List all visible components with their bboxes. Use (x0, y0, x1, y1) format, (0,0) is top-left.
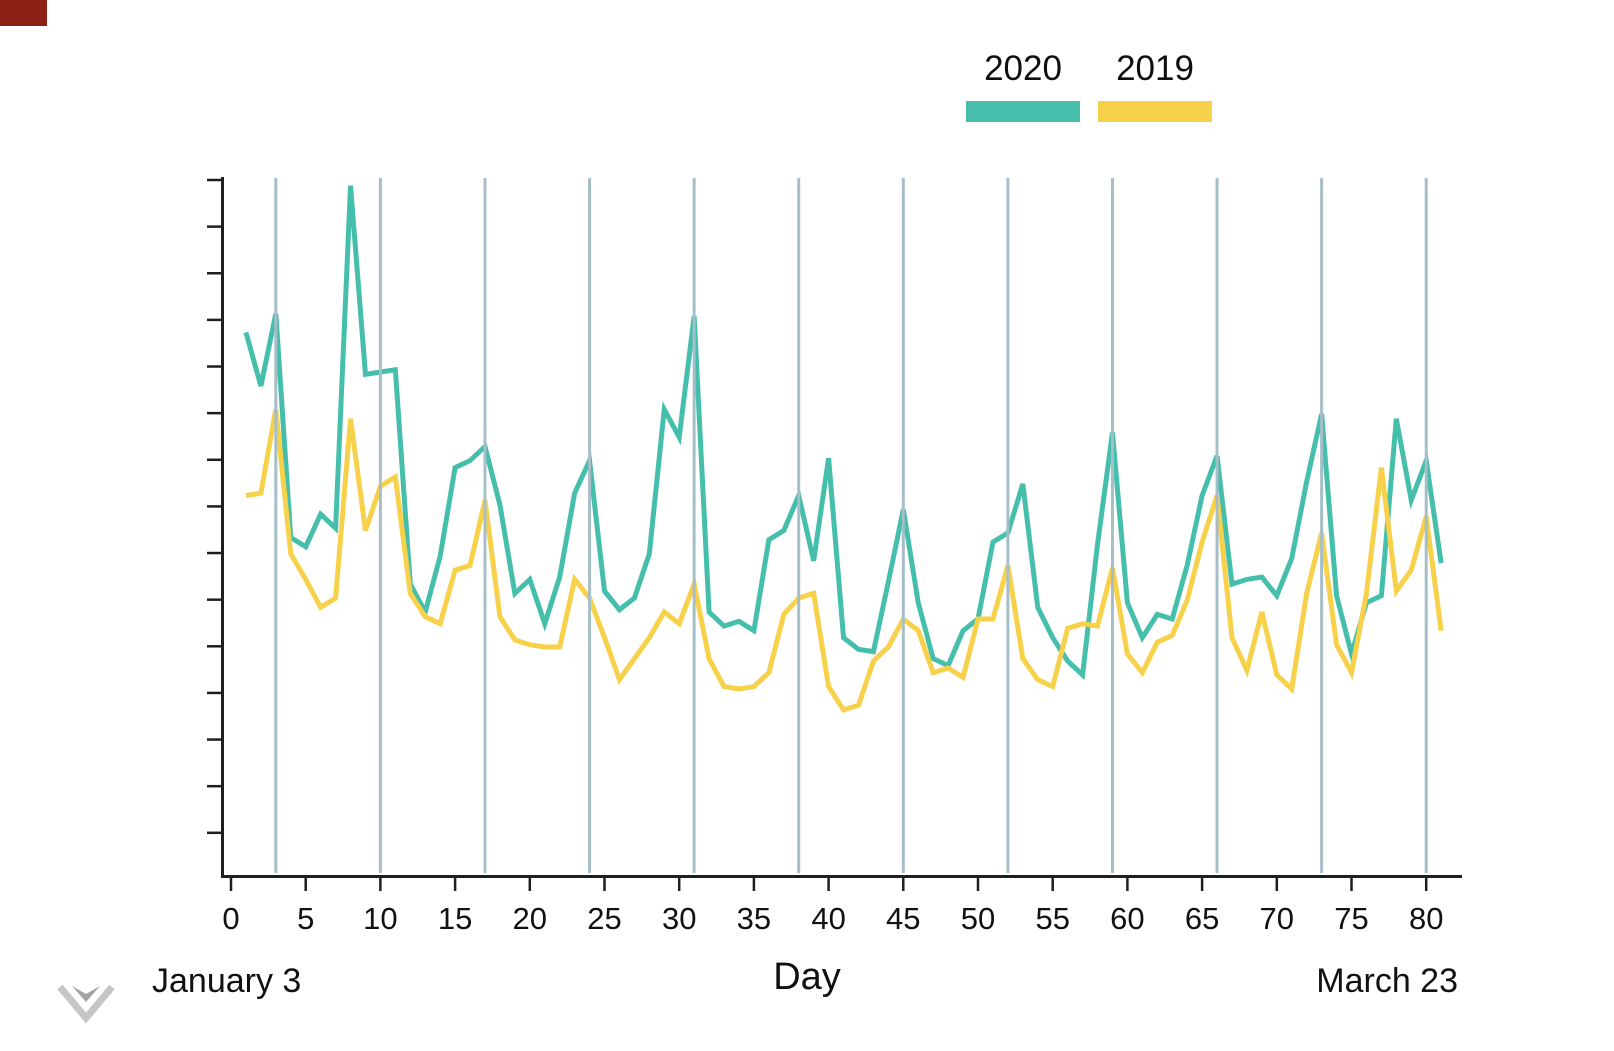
x-tick-label: 10 (363, 901, 397, 936)
x-tick-label: 5 (297, 901, 314, 936)
x-tick-label: 20 (513, 901, 547, 936)
x-tick-label: 15 (438, 901, 472, 936)
end-date-annotation: March 23 (1316, 962, 1458, 1000)
legend-item-2019: 2019 (1098, 49, 1212, 122)
x-tick-label: 80 (1409, 901, 1443, 936)
legend-item-2020: 2020 (966, 49, 1080, 122)
x-tick-label: 0 (222, 901, 239, 936)
x-tick-label: 30 (662, 901, 696, 936)
legend-swatch-2019 (1098, 100, 1212, 122)
legend-swatch-2020 (966, 100, 1080, 122)
x-tick-label: 40 (811, 901, 845, 936)
start-date-annotation: January 3 (152, 962, 302, 1000)
x-tick-label: 55 (1035, 901, 1069, 936)
x-tick-label: 50 (961, 901, 995, 936)
x-tick-label: 65 (1185, 901, 1219, 936)
x-tick-label: 60 (1110, 901, 1144, 936)
x-tick-label: 35 (737, 901, 771, 936)
logo-outer-chevron-icon (57, 984, 115, 1024)
corner-marker (0, 0, 47, 26)
x-axis-title: Day (773, 956, 841, 998)
legend-label-2020: 2020 (984, 49, 1062, 88)
legend-label-2019: 2019 (1116, 49, 1194, 88)
series-line-2020 (243, 185, 1444, 681)
legend: 2020 2019 (966, 49, 1212, 122)
x-tick-label: 75 (1334, 901, 1368, 936)
x-tick-label: 25 (587, 901, 621, 936)
vega-lite-logo (57, 984, 115, 1024)
series-line-2019 (245, 408, 1444, 713)
x-tick-label: 70 (1260, 901, 1294, 936)
x-tick-label: 45 (886, 901, 920, 936)
logo-inner-chevron-icon (72, 986, 100, 1002)
